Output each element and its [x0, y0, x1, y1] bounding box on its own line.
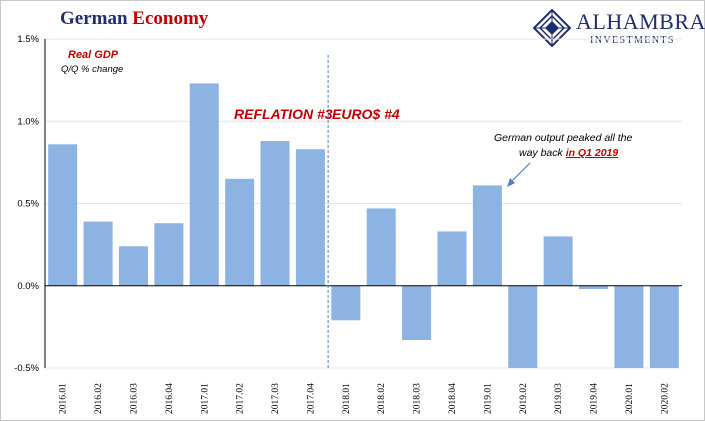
logo-brand-text: ALHAMBRA	[576, 9, 705, 34]
bars	[48, 83, 679, 368]
annotation-arrow	[507, 162, 531, 187]
x-tick-label: 2018.04	[448, 383, 458, 414]
bar-2016-02	[83, 221, 113, 286]
bar-2019-01	[472, 185, 502, 286]
x-tick-label: 2019.03	[554, 383, 564, 414]
annotation-peak-prefix: way back	[519, 147, 566, 159]
bar-2019-04	[579, 285, 609, 290]
title-word-economy: Economy	[132, 8, 209, 29]
x-tick-label: 2017.04	[306, 383, 316, 414]
series-label: Real GDP	[68, 49, 119, 61]
x-tick-label: 2018.02	[377, 383, 387, 414]
y-tick-label: 1.5%	[17, 34, 39, 45]
bar-2016-04	[154, 223, 184, 286]
x-tick-labels: 2016.01 2016.02 2016.03 2016.04 2017.01 2017.…	[59, 383, 671, 414]
alhambra-logo: ALHAMBRA INVESTMENTS	[532, 8, 705, 50]
y-tick-labels: -0.5% 0.0% 0.5% 1.0% 1.5%	[14, 34, 39, 374]
y-tick-label: 0.5%	[17, 199, 39, 210]
alhambra-diamond-icon	[532, 8, 572, 48]
bar-2016-03	[118, 246, 148, 286]
x-tick-label: 2017.02	[236, 383, 246, 414]
x-tick-label: 2019.01	[483, 383, 493, 414]
x-tick-label: 2016.03	[129, 383, 139, 414]
x-tick-label: 2020.02	[660, 383, 670, 414]
x-tick-label: 2018.01	[342, 383, 352, 414]
bar-2020-02	[649, 285, 679, 368]
bar-2018-03	[402, 285, 432, 341]
annotation-euros: EURO$ #4	[332, 106, 400, 122]
annotation-peak-emph: in Q1 2019	[566, 147, 619, 159]
x-tick-label: 2020.01	[625, 383, 635, 414]
annotation-peak-line2: way back in Q1 2019	[519, 147, 618, 159]
x-tick-label: 2016.02	[94, 383, 104, 414]
x-tick-label: 2017.03	[271, 383, 281, 414]
bar-2017-02	[225, 178, 255, 286]
bar-2016-01	[48, 144, 78, 286]
bar-2018-04	[437, 231, 467, 286]
x-tick-label: 2019.02	[519, 383, 529, 414]
bar-2018-01	[331, 285, 361, 321]
annotation-peak-line1: German output peaked all the	[494, 132, 633, 144]
bar-2017-01	[189, 83, 219, 286]
x-tick-label: 2019.04	[590, 383, 600, 414]
x-tick-label: 2018.03	[413, 383, 423, 414]
logo-sub-text: INVESTMENTS	[590, 35, 675, 46]
x-tick-label: 2016.04	[165, 383, 175, 414]
bar-2019-03	[543, 236, 573, 286]
chart-title: German Economy	[60, 8, 208, 30]
bar-2017-04	[295, 149, 325, 286]
annotation-reflation: REFLATION #3	[234, 106, 333, 122]
bar-2020-01	[614, 285, 644, 368]
title-word-german: German	[60, 8, 128, 29]
gridlines	[45, 38, 682, 369]
x-tick-label: 2017.01	[200, 383, 210, 414]
bar-2018-02	[366, 208, 396, 286]
series-sublabel: Q/Q % change	[61, 64, 123, 75]
bar-2017-03	[260, 140, 290, 286]
y-tick-label: 0.0%	[17, 281, 39, 292]
bar-2019-02	[508, 285, 538, 368]
y-tick-label: -0.5%	[14, 363, 39, 374]
y-tick-label: 1.0%	[17, 116, 39, 127]
x-tick-label: 2016.01	[59, 383, 69, 414]
